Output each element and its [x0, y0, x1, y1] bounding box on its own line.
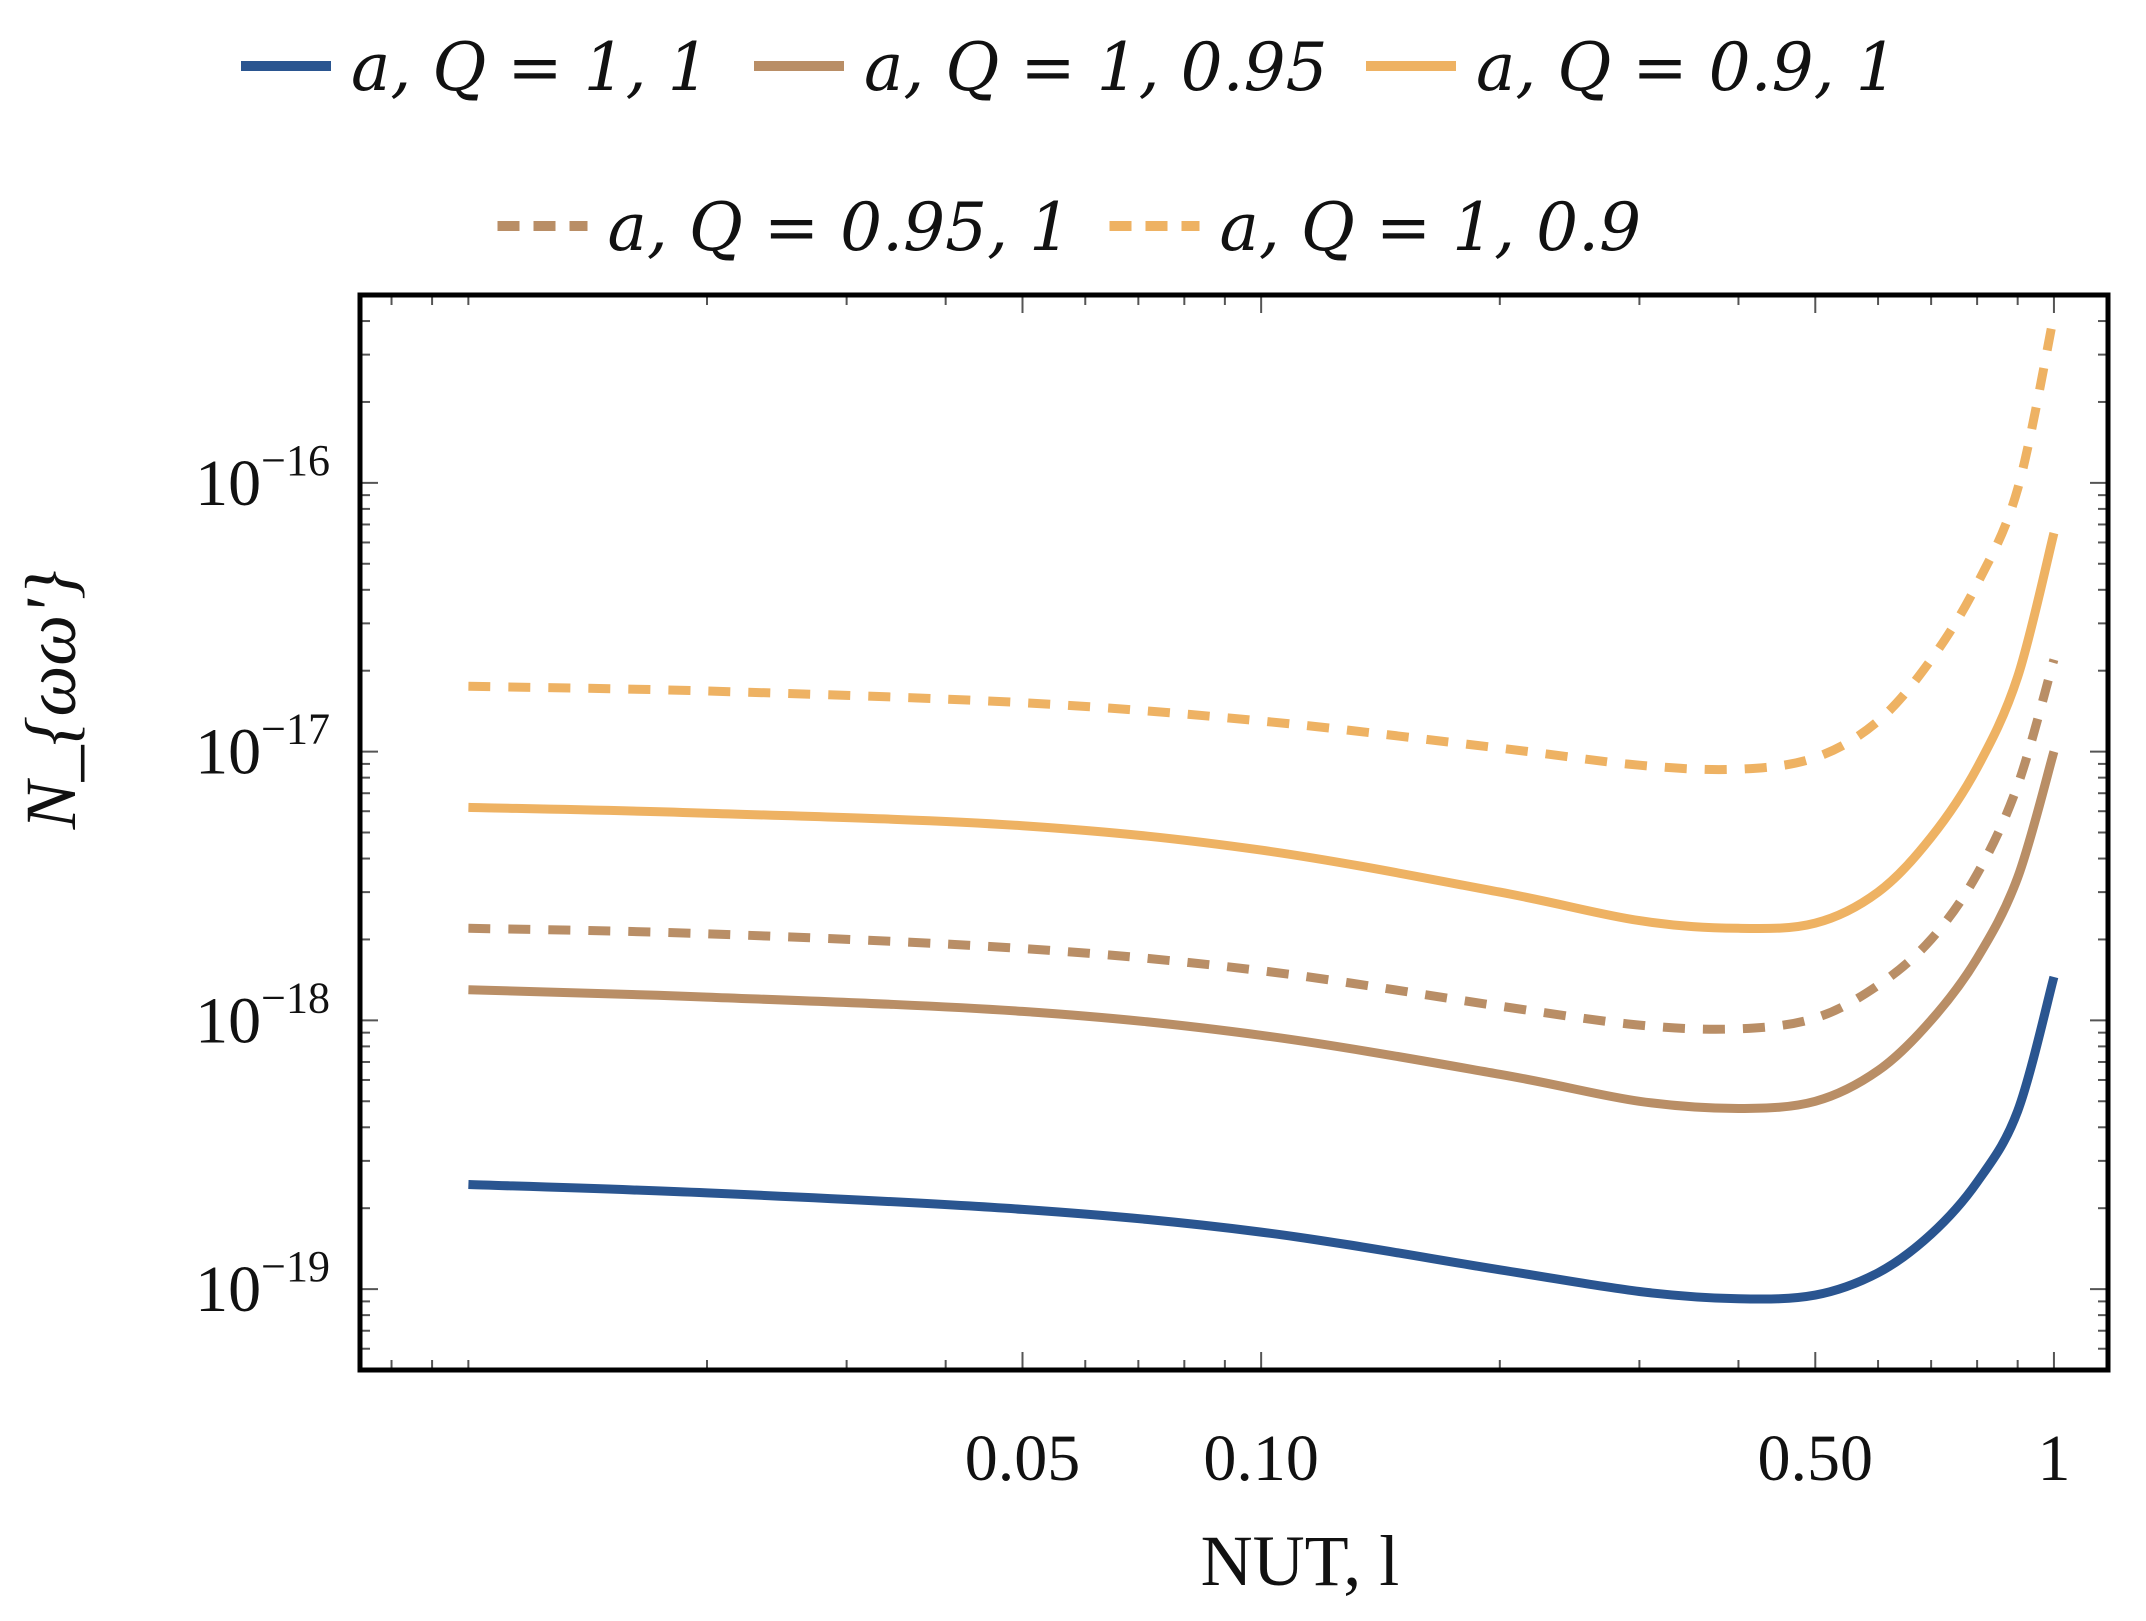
- x-tick-label: 0.10: [1203, 1422, 1319, 1495]
- y-tick-base: 10: [195, 1253, 261, 1326]
- y-tick-exponent: −17: [261, 705, 330, 754]
- y-tick-label: 10−18: [195, 973, 330, 1057]
- x-tick-label: 0.50: [1758, 1422, 1874, 1495]
- x-tick-label: 0.05: [965, 1422, 1081, 1495]
- data-series: [468, 314, 2059, 1304]
- y-tick-label: 10−16: [195, 436, 330, 520]
- y-tick-exponent: −18: [261, 973, 330, 1022]
- y-tick-label: 10−19: [195, 1242, 330, 1326]
- legend-label: a, Q = 1, 1: [351, 29, 710, 106]
- y-tick-base: 10: [195, 447, 261, 520]
- legend-label: a, Q = 0.95, 1: [608, 189, 1072, 266]
- legend: a, Q = 1, 1 a, Q = 1, 0.95 a, Q = 0.9, 1 a,…: [241, 29, 1898, 266]
- series-line-3: [468, 532, 2059, 934]
- y-tick-label: 10−17: [195, 705, 330, 789]
- legend-label: a, Q = 0.9, 1: [1476, 29, 1898, 106]
- legend-label: a, Q = 1, 0.9: [1220, 189, 1642, 266]
- x-axis-title: NUT, l: [1201, 1521, 1400, 1601]
- series-line-5: [468, 314, 2059, 775]
- y-tick-base: 10: [195, 716, 261, 789]
- series-line-2: [468, 750, 2059, 1113]
- y-axis-title: N_{ωω'}: [11, 570, 91, 830]
- y-tick-base: 10: [195, 984, 261, 1057]
- y-tick-exponent: −19: [261, 1242, 330, 1291]
- series-line-1: [468, 975, 2059, 1304]
- plot-frame: [357, 292, 2111, 1373]
- y-tick-exponent: −16: [261, 436, 330, 485]
- legend-label: a, Q = 1, 0.95: [864, 29, 1328, 106]
- series-line-4: [468, 658, 2059, 1034]
- x-tick-label: 1: [2037, 1422, 2070, 1495]
